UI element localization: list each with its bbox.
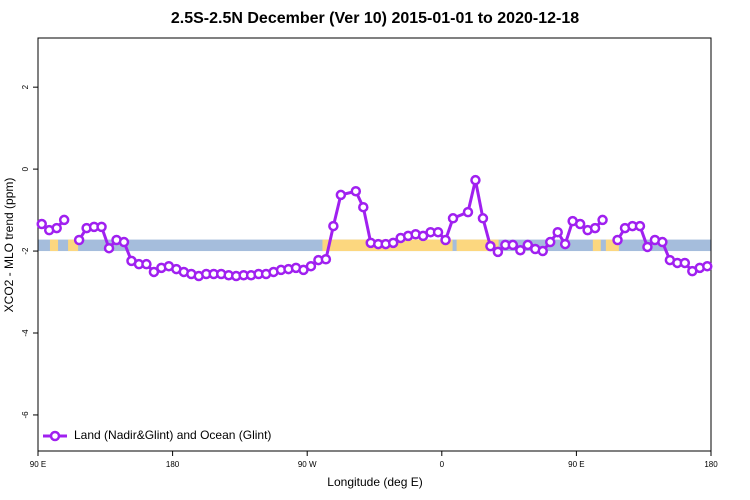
data-point [574, 218, 586, 230]
data-point [58, 214, 70, 226]
data-point [589, 222, 601, 234]
data-point [387, 237, 399, 249]
data-point [335, 189, 347, 201]
data-point [148, 266, 160, 278]
y-tick-label: -4 [21, 329, 30, 337]
data-point [477, 213, 489, 224]
data-point [657, 236, 668, 248]
data-point [96, 221, 107, 233]
data-point [552, 226, 563, 238]
plot-frame [37, 37, 712, 452]
land-segment [592, 239, 601, 252]
data-point [462, 206, 474, 218]
y-tick-label: -6 [21, 411, 30, 419]
x-tick-label: 180 [166, 460, 180, 469]
data-point [51, 222, 62, 234]
x-tick-label: 90 E [30, 460, 46, 469]
data-point [597, 214, 608, 226]
land-segment [49, 239, 59, 252]
data-point [350, 185, 362, 197]
data-point [559, 238, 571, 250]
x-tick-label: 90 W [298, 460, 317, 469]
data-point [447, 213, 459, 224]
y-axis-label: XCO2 - MLO trend (ppm) [2, 178, 16, 313]
y-tick-label: -2 [21, 247, 30, 255]
data-point [522, 239, 534, 251]
x-axis-label: Longitude (deg E) [327, 475, 422, 489]
data-point [320, 254, 332, 265]
legend-marker [49, 430, 61, 442]
land-segment [68, 239, 79, 252]
data-point [485, 240, 496, 252]
data-point [440, 234, 451, 246]
legend-label: Land (Nadir&Glint) and Ocean (Glint) [74, 428, 271, 442]
data-point [305, 260, 317, 272]
data-point [432, 226, 444, 238]
data-point [634, 220, 646, 232]
data-point [492, 246, 504, 258]
y-tick-label: 0 [21, 166, 30, 171]
data-point [612, 234, 623, 246]
land-segment [605, 239, 619, 252]
data-point [515, 244, 526, 256]
data-point [328, 220, 339, 232]
data-point [118, 236, 130, 248]
chart-title: 2.5S-2.5N December (Ver 10) 2015-01-01 t… [171, 10, 579, 27]
data-point [141, 258, 152, 270]
data-point [358, 201, 369, 213]
data-point [103, 242, 115, 254]
data-point [702, 260, 713, 272]
data-point [73, 234, 85, 246]
x-tick-label: 0 [440, 460, 445, 469]
x-tick-label: 90 E [568, 460, 584, 469]
data-point [544, 236, 556, 248]
land-segment [456, 239, 499, 252]
data-point [642, 241, 653, 253]
data-point [537, 245, 548, 257]
data-point [36, 218, 47, 230]
data-point [679, 257, 691, 269]
y-tick-label: 2 [21, 84, 30, 89]
x-tick-label: 180 [704, 460, 718, 469]
data-point [470, 174, 481, 186]
data-point [507, 239, 519, 251]
